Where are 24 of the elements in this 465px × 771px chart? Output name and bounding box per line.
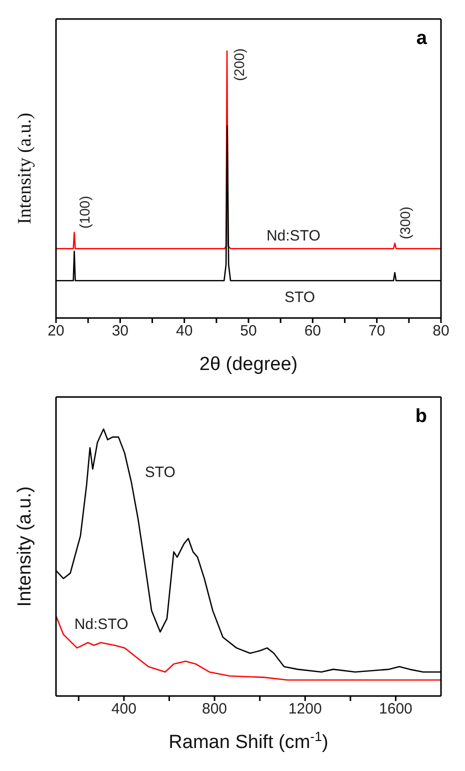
x-tick-label: 30 bbox=[112, 322, 129, 340]
annotation: (100) bbox=[76, 196, 92, 229]
x-tick-label: 1200 bbox=[288, 700, 322, 718]
x-tick-label: 70 bbox=[368, 322, 386, 340]
x-tick-label: 20 bbox=[48, 322, 64, 340]
x-tick-label: 40 bbox=[176, 322, 193, 340]
series-label: Nd:STO bbox=[74, 616, 128, 634]
series-label: STO bbox=[144, 464, 176, 482]
x-axis-title: 2θ (degree) bbox=[199, 354, 298, 375]
text: b bbox=[415, 406, 427, 428]
annotation: (200) bbox=[231, 48, 248, 82]
x-tick-label: 800 bbox=[202, 700, 228, 718]
x-tick-label: 1600 bbox=[379, 700, 412, 718]
y-axis-title: Intensity (a.u.) bbox=[14, 112, 36, 224]
x-axis-title: Raman Shift (cm$^{-1}$) bbox=[168, 728, 328, 753]
x-tick-label: 80 bbox=[432, 322, 450, 340]
text: a bbox=[416, 28, 427, 50]
x-tick-label: 400 bbox=[111, 700, 136, 718]
x-tick-label: 60 bbox=[304, 322, 322, 340]
y-axis-title: Intensity (a.u.) bbox=[14, 486, 36, 607]
x-tick-label: 50 bbox=[240, 322, 257, 340]
series-label: Nd:STO bbox=[266, 228, 320, 245]
annotation: (300) bbox=[396, 206, 413, 240]
series-label: STO bbox=[284, 288, 316, 306]
